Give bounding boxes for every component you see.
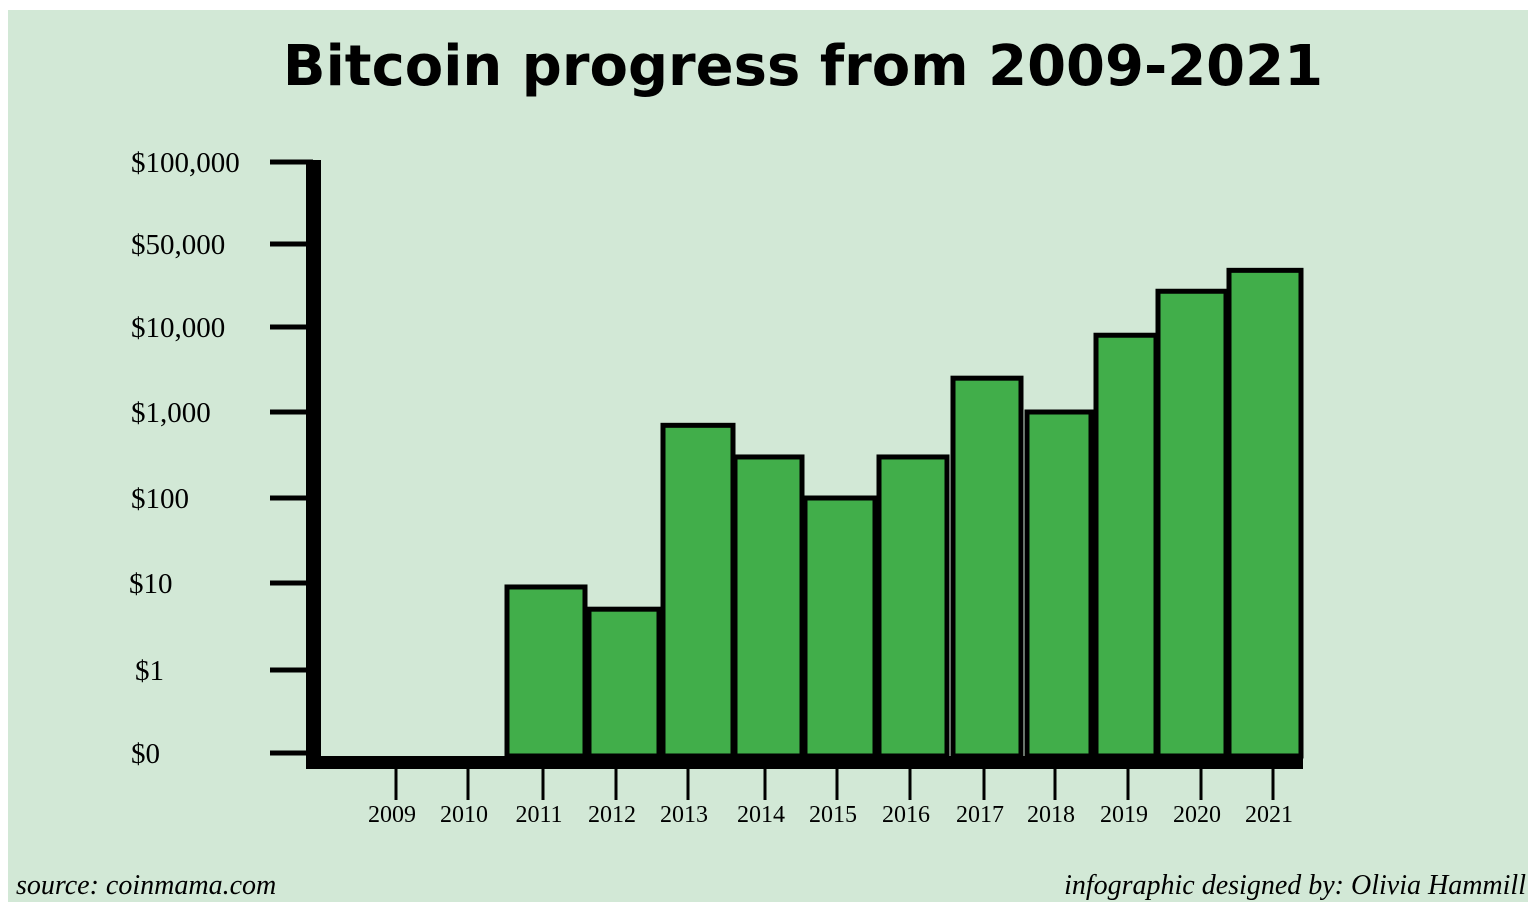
- y-tick-label-10-000: $10,000: [131, 312, 225, 344]
- x-tick-label-2012: 2012: [588, 802, 636, 828]
- bar-2018: [1024, 409, 1094, 759]
- bar-2021: [1226, 267, 1304, 759]
- y-tick-label-50-000: $50,000: [131, 229, 225, 261]
- x-tick-label-2009: 2009: [368, 802, 416, 828]
- x-tick-label-2017: 2017: [956, 802, 1004, 828]
- x-axis-line: [306, 756, 1303, 769]
- y-tick-label-10: $10: [129, 568, 173, 600]
- bars: [504, 267, 1304, 759]
- bar-2014: [732, 454, 805, 759]
- x-tick-label-2018: 2018: [1027, 802, 1075, 828]
- x-tick-label-2020: 2020: [1173, 802, 1221, 828]
- axes: [306, 160, 1303, 769]
- y-tick-label-100: $100: [131, 483, 189, 515]
- x-tick-label-2015: 2015: [809, 802, 857, 828]
- x-tick-label-2019: 2019: [1100, 802, 1148, 828]
- x-tick-label-2011: 2011: [515, 802, 562, 828]
- y-tick-label-100-000: $100,000: [131, 147, 240, 179]
- x-tick-label-2013: 2013: [660, 802, 708, 828]
- x-tick-label-2014: 2014: [737, 802, 785, 828]
- y-tick-label-1-000: $1,000: [131, 397, 211, 429]
- x-tick-label-2016: 2016: [882, 802, 930, 828]
- x-axis-ticks: 2009 2010 2011 2012 2013 2014 2015 2016 2017 2018…: [368, 769, 1293, 828]
- bar-2015: [802, 495, 878, 759]
- bar-2011: [504, 584, 588, 759]
- bar-2013: [660, 422, 736, 759]
- infographic-frame: Bitcoin progress from 2009-2021 $0 $1 $10 $…: [8, 10, 1528, 902]
- y-tick-label-0: $0: [131, 738, 160, 770]
- bar-2020: [1155, 288, 1229, 759]
- bar-2019: [1093, 332, 1159, 759]
- y-axis-line: [306, 160, 321, 769]
- bar-2017: [950, 375, 1024, 759]
- bar-2012: [586, 606, 662, 759]
- x-tick-label-2010: 2010: [440, 802, 488, 828]
- source-note: source: coinmama.com: [16, 870, 277, 901]
- x-tick-label-2021: 2021: [1245, 802, 1293, 828]
- bar-2016: [876, 454, 950, 759]
- bar-chart: Bitcoin progress from 2009-2021 $0$1$10$…: [129, 34, 1323, 828]
- chart-title: Bitcoin progress from 2009-2021: [283, 34, 1323, 99]
- y-axis-ticks: $0 $1 $10 $100 $1,000 $10,000 $50,000 $100,000: [129, 147, 313, 770]
- designer-credit: infographic designed by: Olivia Hammill: [1064, 870, 1526, 901]
- y-tick-label-1: $1: [135, 655, 164, 687]
